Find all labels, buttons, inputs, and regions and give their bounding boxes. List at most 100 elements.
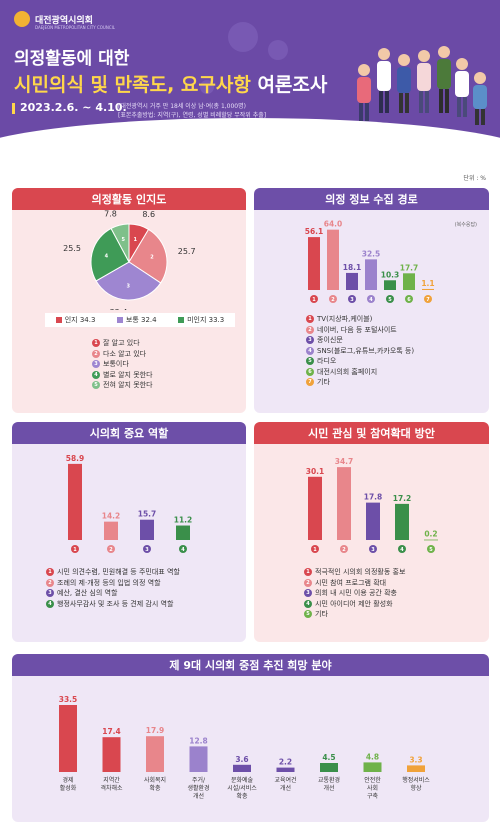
- panel-title: 제 9대 시의회 중점 추진 희망 분야: [12, 654, 489, 676]
- legend-label: 네이버, 다음 등 포털사이트: [317, 325, 397, 334]
- legend-number: 4: [306, 346, 314, 355]
- bar-value-label: 10.3: [381, 270, 400, 279]
- bar-value-label: 17.7: [400, 263, 419, 272]
- pie-value-label: 7.8: [104, 210, 117, 218]
- bar: [102, 737, 121, 772]
- awareness-summary: 인지 34.3 보통 32.4 미인지 33.3: [45, 313, 235, 327]
- org-name: 대전광역시의회: [35, 15, 93, 26]
- svg-text:2: 2: [109, 547, 113, 553]
- legend-label: 시민 참여 프로그램 확대: [315, 578, 387, 587]
- pie-slice: [90, 227, 130, 282]
- svg-text:3: 3: [127, 283, 131, 289]
- bar-value-label: 18.1: [343, 263, 362, 272]
- title-line1: 의정활동에 대한: [14, 49, 130, 69]
- svg-text:1: 1: [313, 547, 317, 553]
- category-label: 주거/생활환경 개선: [187, 776, 209, 800]
- legend-number: 6: [306, 367, 314, 376]
- info-sources-legend: 1 TV(지상파,케이블) 2 네이버, 다음 등 포털사이트 3 종이신문 4 SNS(블로…: [306, 314, 414, 388]
- legend-item: 4 행정사무감사 및 조사 등 견제 감시 역할: [46, 599, 180, 610]
- legend-item: 3 보통이다: [92, 359, 153, 370]
- bar-number-badge: 7: [424, 295, 432, 303]
- panel-title: 시민 관심 및 참여확대 방안: [254, 422, 489, 444]
- panel-council-role: 시의회 중요 역할 58.9 1 14.2 2 15.7 3 11.2 4 1 시민 의견수렴,…: [12, 422, 246, 642]
- category-label: 경제 활성화: [60, 776, 77, 792]
- pie-slice-number: 4: [105, 253, 109, 259]
- category-label: 사회복지 확충: [144, 776, 166, 792]
- panel-title: 시의회 중요 역할: [12, 422, 246, 444]
- bar-value-label: 2.2: [279, 758, 292, 767]
- legend-number: 2: [306, 325, 314, 334]
- legend-label: 기타: [317, 378, 330, 387]
- pie-slice: [128, 228, 168, 284]
- survey-note-1: [대전광역시 거주 만 18세 이상 남·여(총 1,000명): [118, 103, 246, 110]
- legend-item: 5 전혀 알지 못한다: [92, 380, 153, 391]
- legend-number: 1: [46, 568, 54, 577]
- bar: [337, 467, 351, 540]
- legend-number: 4: [304, 599, 312, 608]
- legend-item: 1 TV(지상파,케이블): [306, 314, 414, 325]
- bar-value-label: 15.7: [138, 510, 157, 519]
- person-figure: [473, 72, 487, 125]
- legend-label: 조례의 제·개정 등의 입법 의정 역할: [57, 578, 161, 587]
- bar: [308, 237, 320, 290]
- legend-item: 1 시민 의견수렴, 민원해결 등 주민대표 역할: [46, 567, 180, 578]
- panel-info-sources: 의정 정보 수집 경로 (복수응답) 56.1 1 64.0 2 18.1 3 32.5 4 1…: [254, 188, 489, 413]
- bar-value-label: 17.4: [102, 727, 121, 736]
- bar-value-label: 17.9: [146, 726, 165, 735]
- legend-label: 별로 알지 못한다: [103, 370, 153, 379]
- legend-number: 4: [92, 370, 100, 379]
- bar: [146, 736, 164, 772]
- svg-text:7: 7: [426, 297, 430, 303]
- bar-number-badge: 4: [367, 295, 375, 303]
- legend-label: 행정사무감사 및 조사 등 견제 감시 역할: [57, 599, 174, 608]
- legend-item: 2 다소 알고 있다: [92, 349, 153, 360]
- bar: [407, 765, 425, 772]
- council-role-legend: 1 시민 의견수렴, 민원해결 등 주민대표 역할 2 조례의 제·개정 등의 입법 …: [46, 567, 180, 609]
- category-label: 안전한 사회 구축: [364, 776, 381, 800]
- panel-priorities: 제 9대 시의회 중점 추진 희망 분야 33.5 경제 활성화 17.4 지역간 격차해…: [12, 654, 489, 822]
- panel-title: 의정활동 인지도: [12, 188, 246, 210]
- pie-value-label: 32.4: [110, 308, 128, 310]
- svg-text:2: 2: [150, 255, 154, 261]
- pie-slice-number: 2: [150, 255, 154, 261]
- svg-text:1: 1: [312, 297, 316, 303]
- bar: [140, 519, 154, 540]
- pie-slice: [95, 261, 162, 301]
- svg-text:5: 5: [429, 547, 433, 553]
- bar-value-label: 58.9: [66, 454, 85, 463]
- decor-bubble: [200, 80, 214, 94]
- bar: [363, 762, 382, 772]
- legend-item: 6 대전시의회 홈페이지: [306, 367, 414, 378]
- person-figure: [357, 64, 371, 121]
- legend-number: 3: [306, 336, 314, 345]
- bar: [104, 521, 118, 540]
- summary-aware: 인지 34.3: [55, 315, 95, 325]
- title-line2: 시민의식 및 만족도, 요구사항 여론조사: [14, 70, 327, 97]
- summary-unaware: 미인지 33.3: [178, 315, 224, 325]
- bar-number-badge: 6: [405, 295, 413, 303]
- legend-label: 예산, 결산 심의 역할: [57, 589, 118, 598]
- title-rest: 여론조사: [250, 74, 328, 96]
- bar: [189, 746, 208, 772]
- bar: [365, 259, 377, 290]
- bar-value-label: 1.1: [421, 279, 434, 288]
- svg-text:2: 2: [331, 297, 335, 303]
- legend-item: 2 조례의 제·개정 등의 입법 의정 역할: [46, 578, 180, 589]
- legend-number: 3: [46, 589, 54, 598]
- pie-slice-number: 1: [134, 237, 138, 243]
- participation-legend: 1 적극적인 시의회 의정활동 홍보 2 시민 참여 프로그램 확대 3 의회 내 시민 …: [304, 567, 405, 620]
- bar: [68, 463, 82, 540]
- priorities-bar-chart: 33.5 경제 활성화 17.4 지역간 격차해소 17.9 사회복지 확충 12.8 주거/생활환…: [59, 695, 431, 800]
- bar-value-label: 4.8: [366, 752, 379, 761]
- bar-value-label: 34.7: [335, 457, 354, 466]
- multiple-response-note: (복수응답): [454, 222, 477, 228]
- legend-item: 3 의회 내 시민 이용 공간 확충: [304, 588, 405, 599]
- svg-text:3: 3: [145, 547, 149, 553]
- svg-text:4: 4: [105, 253, 109, 259]
- svg-text:6: 6: [407, 297, 411, 303]
- legend-label: 기타: [315, 610, 328, 619]
- pie-slice: [110, 223, 130, 263]
- bar-number-badge: 2: [107, 545, 115, 553]
